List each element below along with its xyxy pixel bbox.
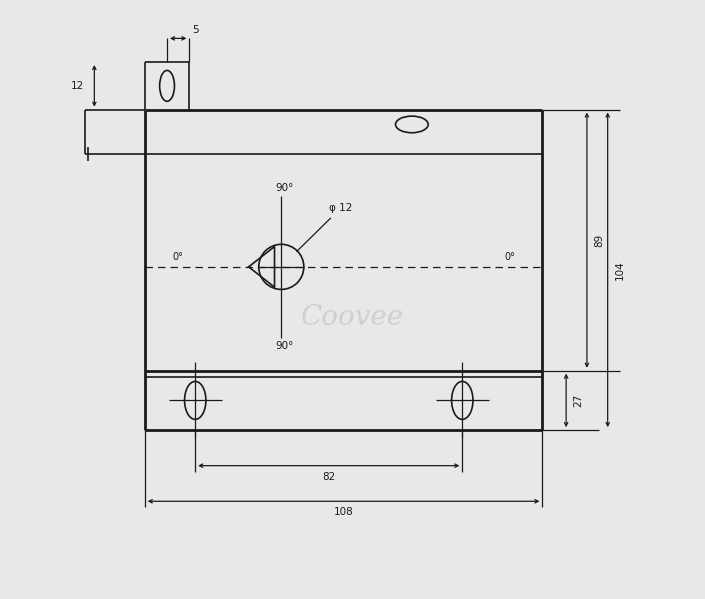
Text: 108: 108 [333,507,353,517]
Text: φ 12: φ 12 [297,204,352,252]
Text: 12: 12 [70,81,84,91]
Text: 90°: 90° [275,341,293,351]
Text: 90°: 90° [275,183,293,193]
Text: 0°: 0° [504,252,515,262]
Text: 5: 5 [192,25,200,35]
Text: 82: 82 [322,471,336,482]
Text: 0°: 0° [172,252,183,262]
Text: 27: 27 [573,394,583,407]
Text: 104: 104 [615,260,625,280]
Text: Coovee: Coovee [301,304,404,331]
Text: 89: 89 [594,234,604,247]
